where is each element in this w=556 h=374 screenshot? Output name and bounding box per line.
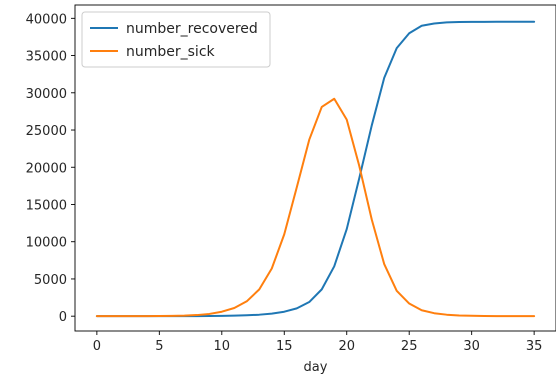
y-tick-label: 15000: [26, 198, 67, 213]
x-axis-label: day: [304, 360, 328, 374]
y-tick-label: 0: [59, 310, 67, 325]
series-line-number-sick: [95, 97, 536, 318]
x-tick-label: 15: [276, 339, 293, 354]
y-tick-label: 20000: [26, 161, 67, 176]
x-tick-label: 20: [338, 339, 355, 354]
x-tick-label: 0: [93, 339, 101, 354]
y-tick-label: 25000: [26, 124, 67, 139]
y-tick-label: 35000: [26, 50, 67, 65]
x-tick-label: 30: [463, 339, 480, 354]
x-tick-label: 5: [155, 339, 163, 354]
x-tick-label: 35: [526, 339, 543, 354]
y-tick-label: 30000: [26, 87, 67, 102]
y-tick-label: 40000: [26, 12, 67, 27]
axes-layer: 0 5 10 15 20 25 30 35 0 5000 10000 15000 20000 25000 3…: [26, 12, 543, 354]
y-tick-label: 5000: [34, 273, 67, 288]
plot-border: [74, 4, 556, 332]
legend-label-number-recovered: number_recovered: [126, 21, 258, 37]
x-tick-label: 10: [214, 339, 231, 354]
y-tick-label: 10000: [26, 236, 67, 251]
series-layer: [95, 20, 536, 318]
plot-area: [74, 4, 556, 332]
legend: number_recovered number_sick: [81, 11, 271, 68]
x-tick-label: 25: [401, 339, 418, 354]
legend-label-number-sick: number_sick: [126, 44, 216, 60]
legend-box: [81, 11, 271, 68]
